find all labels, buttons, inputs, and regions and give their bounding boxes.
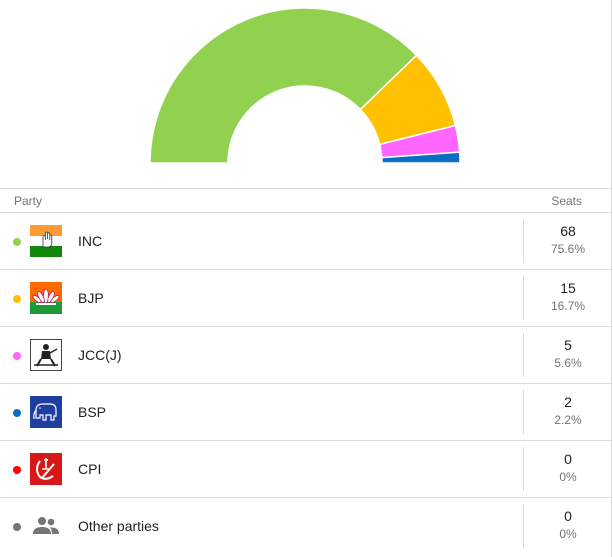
party-stats: 0 0% [523,504,612,548]
party-row-cpi[interactable]: CPI 0 0% [0,441,612,498]
seat-count: 15 [560,280,576,296]
seat-percentage: 0% [559,527,577,541]
party-row-bsp[interactable]: BSP 2 2.2% [0,384,612,441]
party-stats: 0 0% [523,447,612,491]
seat-percentage: 16.7% [550,299,586,313]
party-stats: 15 16.7% [523,276,612,320]
party-name: INC [78,233,103,249]
chart-segment-bsp[interactable] [381,151,461,164]
seat-count: 0 [564,508,572,524]
party-stats: 5 5.6% [523,333,612,377]
seat-percentage: 2.2% [554,413,582,427]
people-group-icon [30,510,62,542]
seat-count: 68 [560,223,576,239]
party-name: Other parties [78,518,159,534]
seat-percentage: 75.6% [550,242,586,256]
bjp-lotus-symbol-icon [30,282,62,314]
party-list: INC 68 75.6% BJP [0,213,612,555]
seat-count: 0 [564,451,572,467]
table-header: Party Seats [0,188,612,213]
legend-dot [13,409,21,417]
party-stats: 68 75.6% [523,219,612,263]
legend-dot [13,238,21,246]
seats-column-header: Seats [551,194,582,208]
seat-share-chart [0,0,612,188]
chart-segment-inc[interactable] [149,7,418,164]
inc-hand-symbol-icon [30,225,62,257]
seat-count: 2 [564,394,572,410]
party-name: BJP [78,290,104,306]
legend-dot [13,352,21,360]
seat-percentage: 5.6% [554,356,582,370]
party-column-header: Party [14,194,43,208]
bsp-elephant-symbol-icon [30,396,62,428]
party-name: CPI [78,461,102,477]
cpi-sickle-symbol-icon [30,453,62,485]
party-name: JCC(J) [78,347,122,363]
legend-dot [13,466,21,474]
party-row-bjp[interactable]: BJP 15 16.7% [0,270,612,327]
party-row-jccj[interactable]: JCC(J) 5 5.6% [0,327,612,384]
party-stats: 2 2.2% [523,390,612,434]
party-name: BSP [78,404,107,420]
seat-percentage: 0% [559,470,577,484]
seat-count: 5 [564,337,572,353]
party-row-inc[interactable]: INC 68 75.6% [0,213,612,270]
half-donut-chart [149,7,461,164]
legend-dot [13,523,21,531]
jccj-symbol-icon [30,339,62,371]
legend-dot [13,295,21,303]
party-row-others[interactable]: Other parties 0 0% [0,498,612,555]
